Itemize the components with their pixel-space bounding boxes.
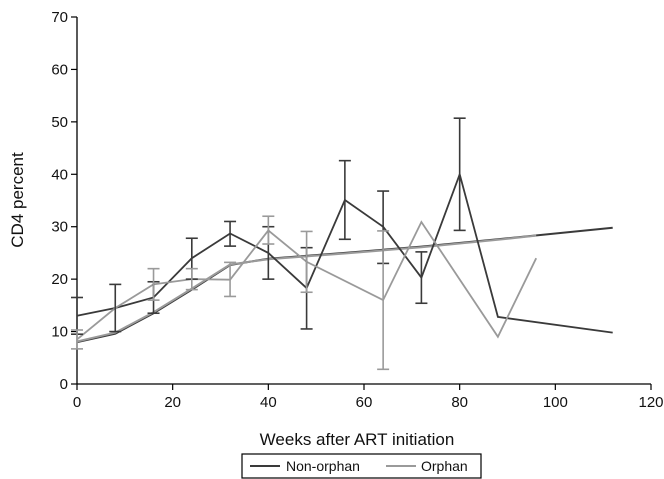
legend: Non-orphan Orphan <box>241 453 482 479</box>
error-bar-orphan <box>224 261 237 298</box>
x-tick-label: 80 <box>451 394 468 411</box>
error-bar-non-orphan <box>453 117 466 232</box>
error-bar-orphan <box>185 267 198 291</box>
y-tick-label: 0 <box>60 376 68 393</box>
error-bar-orphan <box>71 329 83 350</box>
error-bar-non-orphan <box>338 159 351 241</box>
error-bars <box>71 117 466 371</box>
x-tick-label: 60 <box>356 394 373 411</box>
y-tick-label: 30 <box>51 219 68 236</box>
y-tick-label: 40 <box>51 166 68 183</box>
axes <box>71 16 652 390</box>
legend-label-orphan: Orphan <box>421 458 468 474</box>
y-tick-label: 70 <box>51 9 68 26</box>
error-bar-non-orphan <box>109 283 122 333</box>
legend-label-non-orphan: Non-orphan <box>286 458 360 474</box>
x-tick-label: 0 <box>73 394 81 411</box>
legend-box <box>241 453 482 479</box>
error-bar-orphan <box>300 230 313 294</box>
error-bar-non-orphan <box>415 251 428 305</box>
x-axis-title: Weeks after ART initiation <box>260 430 455 449</box>
x-tick-label: 120 <box>638 394 663 411</box>
y-tick-label: 60 <box>51 61 68 78</box>
y-tick-label: 50 <box>51 114 68 131</box>
error-bar-orphan <box>262 215 275 245</box>
trend-line-non-orphan <box>76 226 613 344</box>
x-tick-label: 100 <box>543 394 568 411</box>
y-tick-label: 10 <box>51 324 68 341</box>
tick-labels: 0 10 20 30 40 50 60 70 0 20 40 60 80 100 120 <box>51 9 663 411</box>
y-axis-title: CD4 percent <box>8 152 27 248</box>
error-bar-orphan <box>377 230 390 371</box>
error-bar-orphan <box>147 267 160 301</box>
trend-lines <box>76 226 613 344</box>
error-bar-non-orphan <box>224 220 237 247</box>
y-tick-label: 20 <box>51 271 68 288</box>
x-tick-label: 20 <box>164 394 181 411</box>
trend-line-orphan <box>76 234 537 343</box>
x-tick-label: 40 <box>260 394 277 411</box>
